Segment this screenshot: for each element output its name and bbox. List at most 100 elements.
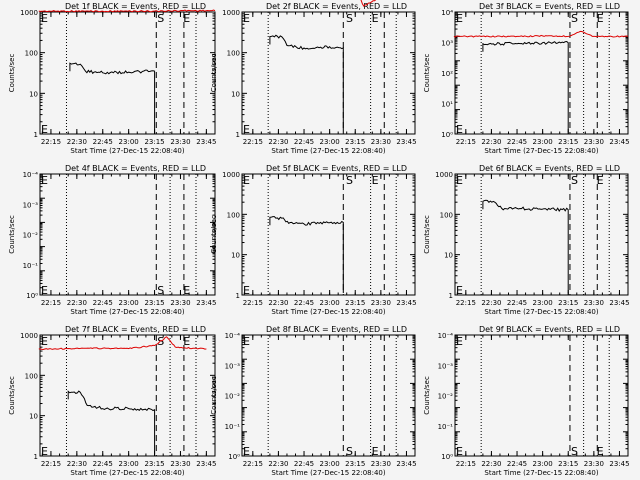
x-tick-label: 22:30 bbox=[268, 460, 288, 468]
lld-curve bbox=[453, 30, 629, 38]
y-tick-label: 10² bbox=[441, 70, 453, 78]
panel-det-5: Det 5f BLACK = Events, RED = LLD 1 10 100 10… bbox=[210, 164, 417, 316]
e-marker-left-top: E bbox=[41, 335, 48, 348]
x-tick-label: 22:45 bbox=[93, 460, 113, 468]
x-tick-label: 23:00 bbox=[533, 299, 553, 307]
x-tick-label: 23:45 bbox=[609, 138, 629, 146]
x-axis-label: Start Time (27-Dec-15 22:08:40) bbox=[70, 469, 184, 477]
y-tick-label: 10³ bbox=[441, 40, 453, 48]
e-marker-left-top: E bbox=[456, 174, 463, 187]
e-marker-label: E bbox=[372, 12, 379, 25]
x-tick-label: 23:30 bbox=[584, 299, 604, 307]
y-axis-label: Counts/sec bbox=[8, 376, 16, 415]
x-tick-label: 23:15 bbox=[558, 138, 578, 146]
panel-title: Det 2f BLACK = Events, RED = LLD bbox=[266, 2, 407, 11]
panel-title: Det 3f BLACK = Events, RED = LLD bbox=[479, 2, 620, 11]
x-tick-label: 22:15 bbox=[456, 299, 476, 307]
s-marker-label: S bbox=[157, 284, 164, 297]
y-tick-label: 10⁰ bbox=[228, 453, 240, 461]
panel-det-4: Det 4f BLACK = Events, RED = LLD 10⁰ 10⁻¹ 1… bbox=[8, 164, 216, 316]
y-tick-label: 10⁻² bbox=[438, 393, 454, 401]
x-tick-label: 22:30 bbox=[481, 460, 501, 468]
e-marker-label: E bbox=[372, 445, 379, 458]
plot-frame bbox=[454, 173, 629, 296]
e-marker-label: E bbox=[597, 12, 604, 25]
y-tick-label: 1000 bbox=[435, 171, 453, 179]
y-axis-label: Counts/sec bbox=[423, 215, 431, 254]
x-tick-label: 23:15 bbox=[144, 138, 164, 146]
events-curve bbox=[67, 390, 156, 454]
y-tick-label: 100 bbox=[227, 50, 240, 58]
x-axis-label: Start Time (27-Dec-15 22:08:40) bbox=[484, 147, 598, 155]
panel-det-1: Det 1f BLACK = Events, RED = LLD 1 10 100 10… bbox=[8, 2, 216, 155]
y-axis-label: Counts/sec bbox=[8, 215, 16, 254]
y-tick-label: 10⁻³ bbox=[23, 201, 39, 209]
x-tick-label: 23:45 bbox=[609, 460, 629, 468]
events-curve bbox=[269, 216, 344, 293]
e-marker-label: E bbox=[372, 174, 379, 187]
y-tick-label: 1000 bbox=[222, 171, 240, 179]
y-axis-label: Counts/sec bbox=[8, 54, 16, 93]
e-marker-left-top: E bbox=[243, 335, 250, 348]
panel-det-9: Det 9f BLACK = Events, RED = LLD 10⁰ 10⁻¹ 1… bbox=[423, 325, 630, 477]
events-curve bbox=[482, 40, 569, 132]
y-axis-label: Counts/sec bbox=[423, 376, 431, 415]
x-tick-label: 23:45 bbox=[196, 460, 216, 468]
y-axis-label: Counts/sec bbox=[210, 54, 218, 93]
x-tick-label: 23:00 bbox=[320, 138, 340, 146]
x-axis-label: Start Time (27-Dec-15 22:08:40) bbox=[271, 469, 385, 477]
y-tick-label: 10 bbox=[29, 413, 38, 421]
x-axis-label: Start Time (27-Dec-15 22:08:40) bbox=[70, 147, 184, 155]
x-tick-label: 22:45 bbox=[294, 299, 314, 307]
y-tick-label: 10 bbox=[444, 252, 453, 260]
x-tick-label: 23:00 bbox=[533, 460, 553, 468]
x-axis-label: Start Time (27-Dec-15 22:08:40) bbox=[271, 308, 385, 316]
y-tick-label: 100 bbox=[25, 50, 38, 58]
panel-det-2: Det 2f BLACK = Events, RED = LLD 1 10 100 10… bbox=[210, 0, 417, 155]
y-tick-label: 100 bbox=[227, 211, 240, 219]
x-tick-label: 22:15 bbox=[41, 460, 61, 468]
x-tick-label: 23:15 bbox=[345, 299, 365, 307]
panel-det-8: Det 8f BLACK = Events, RED = LLD 10⁰ 10⁻¹ 1… bbox=[210, 325, 417, 477]
y-tick-label: 10 bbox=[231, 252, 240, 260]
y-tick-label: 1000 bbox=[20, 332, 38, 340]
events-curve bbox=[482, 199, 569, 293]
x-tick-label: 23:45 bbox=[196, 138, 216, 146]
e-marker-left-bottom: E bbox=[41, 123, 48, 136]
e-marker-left-bottom: E bbox=[243, 284, 250, 297]
e-marker-left-top: E bbox=[243, 12, 250, 25]
e-marker-left-top: E bbox=[456, 12, 463, 25]
x-tick-label: 23:30 bbox=[371, 138, 391, 146]
x-tick-label: 22:15 bbox=[456, 138, 476, 146]
x-tick-label: 22:45 bbox=[507, 460, 527, 468]
y-tick-label: 1000 bbox=[222, 9, 240, 17]
y-tick-label: 10⁻² bbox=[225, 393, 241, 401]
x-tick-label: 23:30 bbox=[170, 138, 190, 146]
x-tick-label: 22:30 bbox=[481, 138, 501, 146]
plot-frame bbox=[241, 173, 416, 296]
y-tick-label: 1000 bbox=[20, 9, 38, 17]
y-tick-label: 10⁻³ bbox=[225, 362, 241, 370]
y-tick-label: 1 bbox=[34, 131, 38, 139]
panel-title: Det 8f BLACK = Events, RED = LLD bbox=[266, 325, 407, 334]
panel-title: Det 4f BLACK = Events, RED = LLD bbox=[65, 164, 206, 173]
y-tick-label: 10⁰ bbox=[26, 292, 38, 300]
y-tick-label: 10⁻⁴ bbox=[23, 171, 39, 179]
y-tick-label: 1 bbox=[236, 131, 240, 139]
y-tick-label: 10⁻⁴ bbox=[225, 332, 241, 340]
e-marker-label: E bbox=[597, 445, 604, 458]
events-curve bbox=[69, 62, 156, 132]
e-marker-left-bottom: E bbox=[41, 445, 48, 458]
panel-title: Det 6f BLACK = Events, RED = LLD bbox=[479, 164, 620, 173]
x-axis-label: Start Time (27-Dec-15 22:08:40) bbox=[484, 469, 598, 477]
e-marker-left-top: E bbox=[41, 12, 48, 25]
x-tick-label: 22:15 bbox=[41, 299, 61, 307]
x-tick-label: 22:45 bbox=[294, 138, 314, 146]
s-marker-label: S bbox=[571, 12, 578, 25]
e-marker-left-bottom: E bbox=[456, 284, 463, 297]
x-tick-label: 22:15 bbox=[243, 138, 263, 146]
y-tick-label: 100 bbox=[440, 211, 453, 219]
e-marker-left-bottom: E bbox=[243, 445, 250, 458]
x-tick-label: 22:45 bbox=[93, 138, 113, 146]
y-tick-label: 1 bbox=[236, 292, 240, 300]
